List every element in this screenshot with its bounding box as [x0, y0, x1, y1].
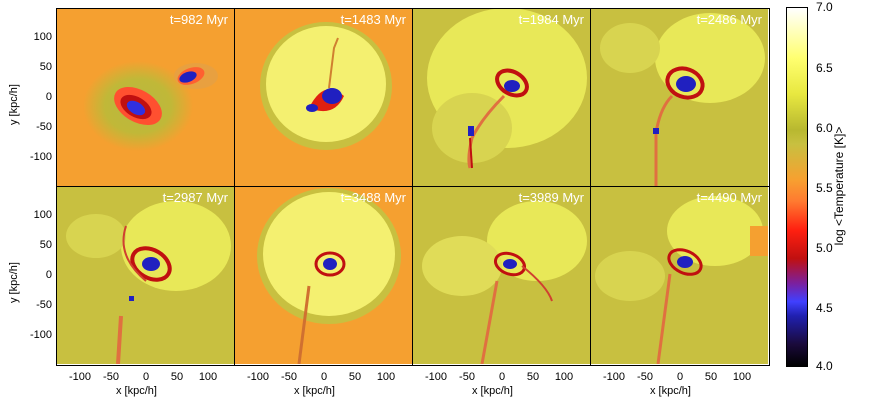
cbar-tick-5.0: 5.0 — [816, 241, 833, 255]
panel-4-time-label: t=2486 Myr — [696, 12, 762, 27]
cbar-tick-7.0: 7.0 — [816, 0, 833, 14]
cbar-tick-6.0: 6.0 — [816, 121, 833, 135]
panel-8-time-label: t=4490 Myr — [696, 190, 762, 205]
panel-divider-v1 — [234, 8, 235, 366]
xtick-label: -100 — [246, 371, 270, 383]
cbar-tick-4.0: 4.0 — [816, 359, 833, 373]
xtick-label: -100 — [602, 371, 626, 383]
ytick-label-bottom-neg100: -100 — [29, 329, 52, 341]
xtick-label: 0 — [142, 371, 150, 383]
panel-6: t=3488 Myr — [234, 186, 412, 364]
xtick-label: 100 — [376, 371, 396, 383]
panel-4: t=2486 Myr — [590, 8, 768, 186]
panel-3-time-label: t=1984 Myr — [518, 12, 584, 27]
panel-1: t=982 Myr — [56, 8, 234, 186]
xtick-label: 50 — [526, 371, 540, 383]
xtick-label: 50 — [170, 371, 184, 383]
panel-7-time-label: t=3989 Myr — [518, 190, 584, 205]
panel-2-image — [234, 8, 412, 186]
ylabel-top: y [kpc/h] — [8, 84, 20, 125]
xtick-label: 100 — [198, 371, 218, 383]
xtick-label: -100 — [68, 371, 92, 383]
xlabel: x [kpc/h] — [472, 385, 513, 397]
panel-divider-h — [56, 186, 770, 187]
xtick-label: 100 — [554, 371, 574, 383]
panel-7: t=3989 Myr — [412, 186, 590, 364]
ytick-label-top-neg50: -50 — [36, 121, 52, 133]
xtick-label: 50 — [348, 371, 362, 383]
panel-6-time-label: t=3488 Myr — [340, 190, 406, 205]
ytick-label-bottom-50: 50 — [39, 239, 52, 251]
xtick-label: 50 — [704, 371, 718, 383]
ytick-label-top-50: 50 — [39, 61, 52, 73]
xlabel: x [kpc/h] — [650, 385, 691, 397]
cbar-tick-6.5: 6.5 — [816, 61, 833, 75]
panel-3-image — [412, 8, 590, 186]
panel-6-image — [234, 186, 412, 364]
panel-5-time-label: t=2987 Myr — [162, 190, 228, 205]
cbar-tick-4.5: 4.5 — [816, 301, 833, 315]
panel-1-image — [56, 8, 234, 186]
ytick-label-bottom-neg50: -50 — [36, 299, 52, 311]
xtick-label: -50 — [637, 371, 653, 383]
xlabel: x [kpc/h] — [116, 385, 157, 397]
panel-8: t=4490 Myr — [590, 186, 768, 364]
panel-2-time-label: t=1483 Myr — [340, 12, 406, 27]
xtick-label: 0 — [676, 371, 684, 383]
ytick-label-top-100: 100 — [33, 31, 52, 43]
panel-divider-v3 — [590, 8, 591, 366]
colorbar-label: log <Temperature [K]> — [832, 126, 846, 246]
panel-1-time-label: t=982 Myr — [169, 12, 228, 27]
ytick-label-bottom-100: 100 — [33, 209, 52, 221]
panel-4-image — [590, 8, 768, 186]
xtick-label: -50 — [103, 371, 119, 383]
xtick-label: -50 — [459, 371, 475, 383]
colorbar — [786, 7, 808, 367]
xtick-label: -50 — [281, 371, 297, 383]
xlabel: x [kpc/h] — [294, 385, 335, 397]
ytick-label-top-0: 0 — [45, 91, 52, 103]
panel-7-image — [412, 186, 590, 364]
cbar-tick-5.5: 5.5 — [816, 181, 833, 195]
panel-2: t=1483 Myr — [234, 8, 412, 186]
xtick-label: -100 — [424, 371, 448, 383]
panel-5-image — [56, 186, 234, 364]
ytick-label-bottom-0: 0 — [45, 269, 52, 281]
panel-8-image — [590, 186, 768, 364]
panel-3: t=1984 Myr — [412, 8, 590, 186]
ytick-label-top-neg100: -100 — [29, 151, 52, 163]
panel-divider-v2 — [412, 8, 413, 366]
xtick-label: 0 — [320, 371, 328, 383]
panel-5: t=2987 Myr — [56, 186, 234, 364]
xtick-label: 0 — [498, 371, 506, 383]
ylabel-bottom: y [kpc/h] — [8, 262, 20, 303]
xtick-label: 100 — [732, 371, 752, 383]
